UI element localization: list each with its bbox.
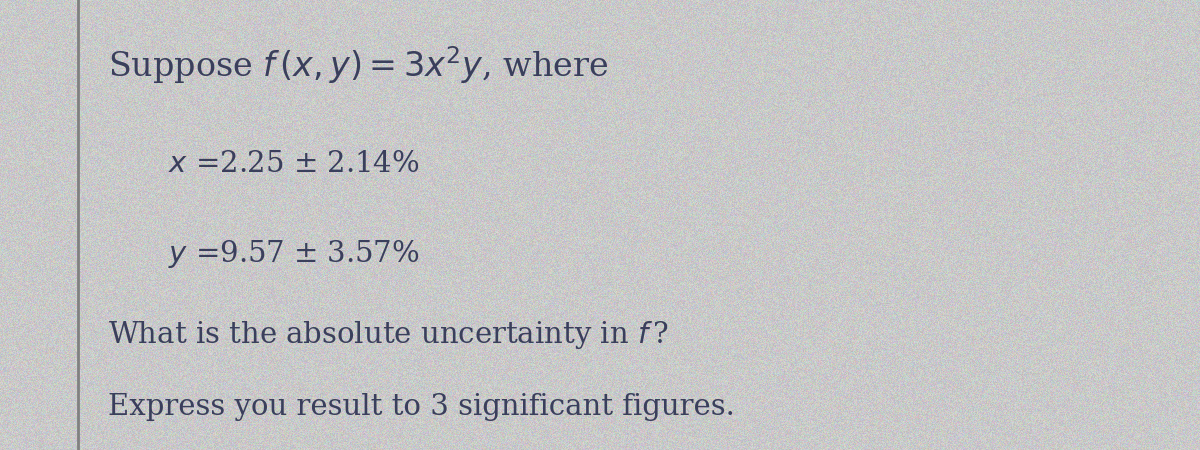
Text: Express you result to 3 significant figures.: Express you result to 3 significant figu… (108, 393, 734, 421)
Text: Suppose $f\,(x, y) = 3x^2y$, where: Suppose $f\,(x, y) = 3x^2y$, where (108, 45, 608, 86)
Text: $y$ =9.57 ± 3.57%: $y$ =9.57 ± 3.57% (168, 238, 419, 270)
Text: What is the absolute uncertainty in $f\,$?: What is the absolute uncertainty in $f\,… (108, 319, 668, 351)
Text: $x$ =2.25 ± 2.14%: $x$ =2.25 ± 2.14% (168, 150, 420, 178)
